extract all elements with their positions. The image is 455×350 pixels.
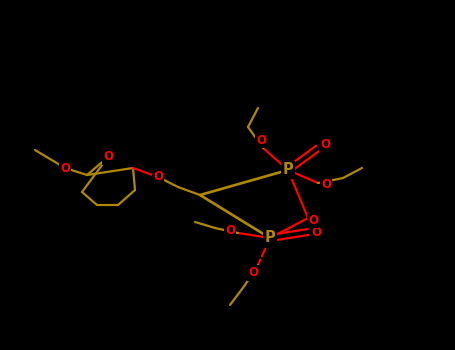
Text: O: O	[311, 225, 321, 238]
Text: O: O	[103, 150, 113, 163]
Text: O: O	[308, 214, 318, 226]
Text: O: O	[321, 178, 331, 191]
Text: O: O	[225, 224, 235, 238]
Text: O: O	[320, 139, 330, 152]
Text: O: O	[256, 133, 266, 147]
Text: O: O	[153, 170, 163, 183]
Text: P: P	[265, 231, 275, 245]
Text: P: P	[283, 162, 293, 177]
Text: O: O	[60, 161, 70, 175]
Text: O: O	[248, 266, 258, 280]
